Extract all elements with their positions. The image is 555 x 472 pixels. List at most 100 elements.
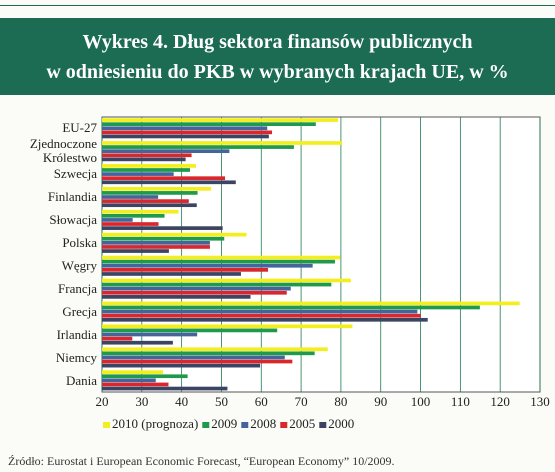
legend-label: 2010 (prognoza) xyxy=(112,416,198,431)
bar xyxy=(102,122,316,127)
plot-area xyxy=(101,116,541,393)
bar xyxy=(102,324,353,329)
bar xyxy=(102,245,210,249)
bar xyxy=(102,370,163,374)
bar xyxy=(102,355,285,360)
x-tick-label: 110 xyxy=(451,394,470,409)
bar xyxy=(102,378,156,383)
y-tick-label: Irlandia xyxy=(56,326,97,342)
y-tick-label: Polska xyxy=(62,235,97,251)
x-tick-label: 80 xyxy=(334,394,347,409)
bar xyxy=(102,186,212,191)
bar xyxy=(102,259,335,264)
bar xyxy=(102,286,291,291)
bar xyxy=(102,282,332,287)
bar xyxy=(102,118,339,122)
bar xyxy=(102,130,273,135)
y-tick-label: Zjednoczone Królestwo xyxy=(29,136,97,166)
bar xyxy=(102,332,198,337)
legend-swatch xyxy=(241,422,249,428)
x-tick-label: 30 xyxy=(135,394,148,409)
bar xyxy=(102,386,228,391)
bar xyxy=(102,232,247,237)
y-tick-label: Dania xyxy=(65,372,97,388)
bar xyxy=(102,168,190,172)
bar xyxy=(102,340,173,345)
y-tick-label: Niemcy xyxy=(55,349,97,365)
title-box: Wykres 4. Dług sektora finansów publiczn… xyxy=(0,18,555,95)
bar xyxy=(102,213,165,218)
source-note: Źródło: Eurostat i European Economic For… xyxy=(8,454,395,468)
bar xyxy=(102,351,315,356)
legend-swatch xyxy=(280,422,288,428)
y-tick-label: EU-27 xyxy=(62,120,97,136)
y-tick-label: Francja xyxy=(58,280,97,296)
y-tick-label: Słowacja xyxy=(49,212,97,228)
legend-swatch xyxy=(202,422,210,428)
bar xyxy=(102,236,225,241)
bar xyxy=(102,295,251,299)
x-tick-label: 90 xyxy=(374,394,387,409)
legend-label: 2005 xyxy=(289,416,315,431)
x-tick-label: 130 xyxy=(530,394,550,409)
bar xyxy=(102,347,328,352)
x-tick-label: 70 xyxy=(295,394,308,409)
legend-label: 2009 xyxy=(211,416,237,431)
y-tick-label: Finlandia xyxy=(47,189,97,205)
bar xyxy=(102,203,197,208)
bar xyxy=(102,249,169,253)
bar xyxy=(102,134,269,139)
bar xyxy=(102,191,198,195)
x-tick-label: 50 xyxy=(215,394,228,409)
legend-label: 2000 xyxy=(328,416,354,431)
bar xyxy=(102,153,192,158)
bar xyxy=(102,328,278,333)
bar xyxy=(102,290,287,295)
bar xyxy=(102,255,341,260)
x-tick-label: 60 xyxy=(255,394,268,409)
y-tick-label: Szwecja xyxy=(53,166,97,182)
bar xyxy=(102,359,293,364)
bar xyxy=(102,172,174,176)
chart-title: w odniesieniu do PKB w wybranych krajach… xyxy=(46,60,509,83)
x-tick-label: 100 xyxy=(411,394,431,409)
bar xyxy=(102,382,169,387)
x-tick-label: 120 xyxy=(490,394,510,409)
bar xyxy=(102,222,159,226)
bar xyxy=(102,268,269,272)
legend-swatch xyxy=(319,422,327,428)
bar xyxy=(102,313,421,318)
bar xyxy=(102,309,418,314)
bar xyxy=(102,126,268,131)
x-tick-label: 40 xyxy=(175,394,188,409)
x-tick-label: 20 xyxy=(96,394,109,409)
y-tick-label: Węgry xyxy=(61,257,97,273)
bar xyxy=(102,336,133,341)
y-tick-label: Grecja xyxy=(62,303,97,319)
bar xyxy=(102,263,313,268)
bar xyxy=(102,176,226,181)
bar xyxy=(102,209,179,214)
bar xyxy=(102,317,428,322)
bar xyxy=(102,149,230,154)
chart-title: Wykres 4. Dług sektora finansów publiczn… xyxy=(82,30,473,53)
bar xyxy=(102,363,261,368)
bar xyxy=(102,157,186,162)
bar xyxy=(102,226,223,230)
bar xyxy=(102,195,159,199)
bar xyxy=(102,240,210,245)
legend-label: 2008 xyxy=(250,416,276,431)
bar xyxy=(102,199,189,203)
top-rule xyxy=(0,5,555,6)
bar xyxy=(102,145,294,149)
bar xyxy=(102,272,241,276)
bar xyxy=(102,278,351,283)
legend-swatch xyxy=(103,422,110,428)
bar xyxy=(102,374,188,379)
bar xyxy=(102,164,196,168)
bar xyxy=(102,180,236,185)
bar xyxy=(102,305,480,310)
bar xyxy=(102,301,520,306)
